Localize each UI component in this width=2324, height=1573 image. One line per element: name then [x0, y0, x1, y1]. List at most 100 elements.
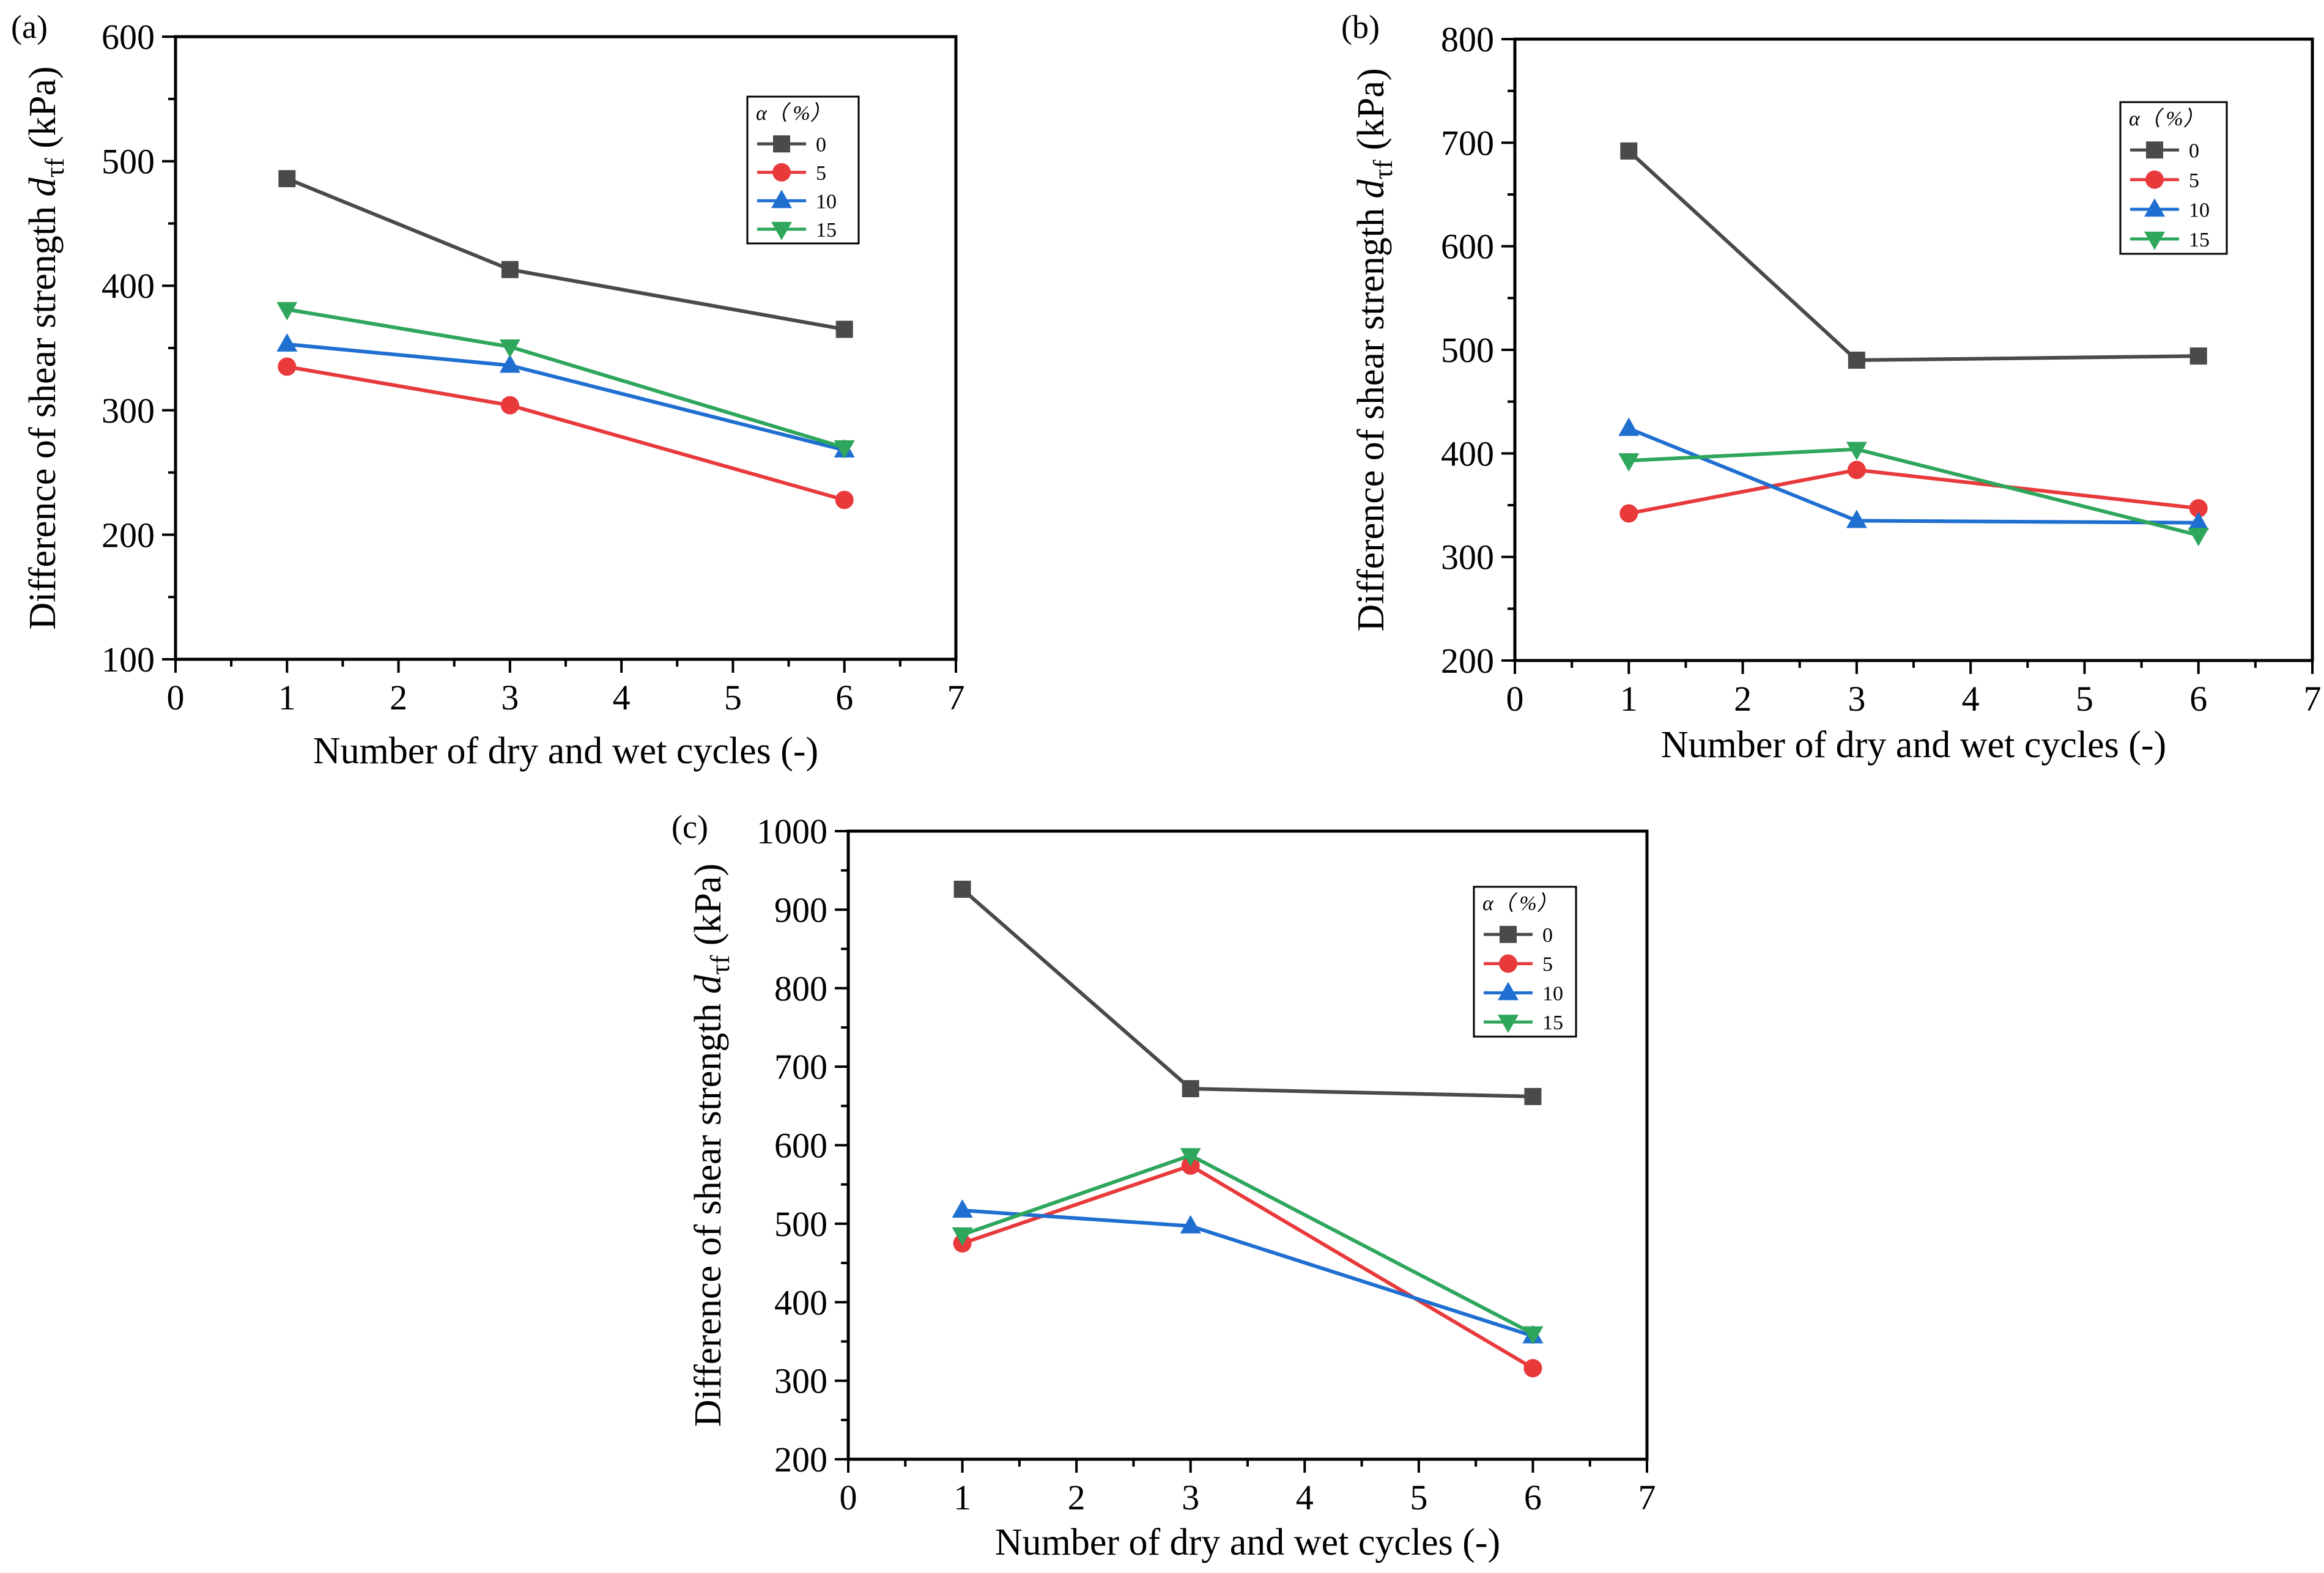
- x-tick-label: 2: [1068, 1478, 1086, 1517]
- legend-marker-10: [771, 190, 792, 209]
- panel-label: (c): [672, 809, 708, 845]
- data-point-0: [1182, 1080, 1199, 1098]
- x-tick-label: 6: [2189, 679, 2207, 719]
- y-tick-label: 400: [774, 1282, 827, 1322]
- legend-marker-15: [771, 221, 792, 240]
- x-tick-label: 5: [2076, 679, 2093, 719]
- x-tick-label: 0: [167, 678, 185, 717]
- x-axis-title: Number of dry and wet cycles (-): [995, 1522, 1500, 1563]
- y-axis-title-prefix: Difference of shear strength: [1350, 199, 1392, 632]
- y-axis-title-variable: d: [22, 177, 64, 197]
- y-tick-label: 200: [774, 1440, 827, 1479]
- data-point-15: [499, 339, 520, 358]
- y-tick-label: 600: [102, 17, 155, 57]
- legend-title: α（ %）: [756, 102, 831, 125]
- series-line-10: [287, 342, 845, 452]
- x-tick-label: 2: [390, 678, 407, 717]
- legend: α（ %） 0 5 10 15: [746, 95, 860, 245]
- x-tick-label: 3: [501, 678, 519, 717]
- series-line-5: [1628, 468, 2199, 516]
- legend-marker-0: [1500, 925, 1517, 943]
- data-point-10: [952, 1199, 973, 1218]
- y-tick-label: 300: [102, 391, 155, 431]
- y-tick-label: 500: [102, 142, 155, 182]
- legend-marker-5: [2145, 170, 2164, 189]
- data-point-0: [1620, 142, 1638, 160]
- y-axis-title-unit: (kPa): [687, 864, 729, 955]
- data-point-15: [834, 440, 855, 459]
- x-tick-label: 1: [1620, 679, 1638, 719]
- data-point-0: [1848, 351, 1865, 369]
- y-tick-label: 500: [774, 1204, 827, 1244]
- y-tick-label: 300: [1441, 538, 1494, 577]
- panel-label: (a): [11, 9, 48, 45]
- x-tick-label: 1: [953, 1478, 971, 1517]
- data-point-5: [835, 490, 854, 509]
- x-axis-title: Number of dry and wet cycles (-): [1661, 724, 2166, 766]
- data-point-15: [952, 1227, 973, 1246]
- y-axis-title-unit: (kPa): [1350, 68, 1392, 160]
- legend-marker-0: [2146, 141, 2163, 159]
- data-point-10: [1618, 417, 1640, 436]
- y-tick-label: 1000: [757, 812, 827, 851]
- legend-marker-10: [2144, 198, 2165, 217]
- legend-label-15: 15: [1542, 1012, 1563, 1034]
- y-tick-label: 300: [774, 1361, 827, 1401]
- x-tick-label: 0: [1506, 679, 1524, 719]
- chart-panel-b: 0 1 2 3 4 5 6 7 200 300 400 500 600 700 800 (b) Number o…: [1341, 9, 2322, 766]
- data-point-0: [2189, 347, 2207, 365]
- series-line-5: [286, 365, 845, 502]
- y-tick-label: 700: [1441, 123, 1494, 163]
- y-tick-label: 600: [1441, 227, 1494, 267]
- y-axis-title: Difference of shear strength dτf (kPa): [687, 864, 735, 1427]
- x-tick-label: 3: [1848, 679, 1865, 719]
- x-tick-label: 7: [1638, 1478, 1656, 1517]
- y-axis-title-subscript: τf: [705, 955, 735, 975]
- y-tick-label: 200: [1441, 641, 1494, 681]
- data-point-5: [278, 357, 297, 376]
- x-tick-label: 4: [613, 678, 631, 717]
- legend: α（ %） 0 5 10 15: [2119, 101, 2228, 255]
- data-point-15: [1846, 442, 1867, 461]
- x-tick-label: 7: [2304, 679, 2322, 719]
- series-line-0: [961, 887, 1533, 1098]
- x-axis-title: Number of dry and wet cycles (-): [313, 730, 818, 772]
- y-axis-title-subscript: τf: [40, 158, 70, 178]
- y-tick-label: 500: [1441, 330, 1494, 370]
- y-axis-title-variable: d: [1350, 179, 1392, 199]
- legend-label-5: 5: [816, 162, 826, 185]
- data-point-0: [953, 880, 971, 898]
- y-axis-title-variable: d: [687, 974, 729, 994]
- legend-marker-0: [773, 135, 790, 153]
- data-point-0: [1524, 1087, 1542, 1105]
- data-point-15: [276, 302, 298, 320]
- x-tick-label: 6: [1524, 1478, 1542, 1517]
- x-tick-label: 7: [947, 678, 965, 717]
- data-point-10: [276, 333, 298, 352]
- panel-label: (b): [1341, 9, 1380, 45]
- legend-label-15: 15: [2189, 229, 2210, 251]
- x-tick-label: 2: [1734, 679, 1752, 719]
- legend-label-15: 15: [816, 219, 837, 242]
- legend: α（ %） 0 5 10 15: [1473, 886, 1577, 1038]
- legend-label-10: 10: [1542, 982, 1563, 1005]
- y-tick-label: 900: [774, 890, 827, 930]
- y-axis-title-prefix: Difference of shear strength: [687, 994, 729, 1427]
- x-tick-label: 6: [835, 678, 853, 717]
- data-point-5: [1619, 504, 1638, 523]
- x-tick-label: 0: [840, 1478, 857, 1517]
- y-tick-label: 400: [1441, 434, 1494, 473]
- legend-marker-5: [772, 163, 791, 182]
- legend-label-5: 5: [1542, 953, 1553, 976]
- data-point-0: [501, 261, 519, 278]
- y-tick-label: 800: [1441, 20, 1494, 59]
- y-tick-label: 800: [774, 969, 827, 1009]
- legend-label-5: 5: [2189, 169, 2199, 192]
- chart-panel-c: 0 1 2 3 4 5 6 7 200 300 400 500 600 700 800 900 1000 (c) N…: [672, 809, 1656, 1563]
- y-axis-title-prefix: Difference of shear strength: [22, 197, 64, 630]
- legend-box: [746, 95, 860, 245]
- data-point-0: [278, 170, 296, 188]
- data-point-5: [1847, 461, 1866, 479]
- data-point-0: [835, 320, 853, 338]
